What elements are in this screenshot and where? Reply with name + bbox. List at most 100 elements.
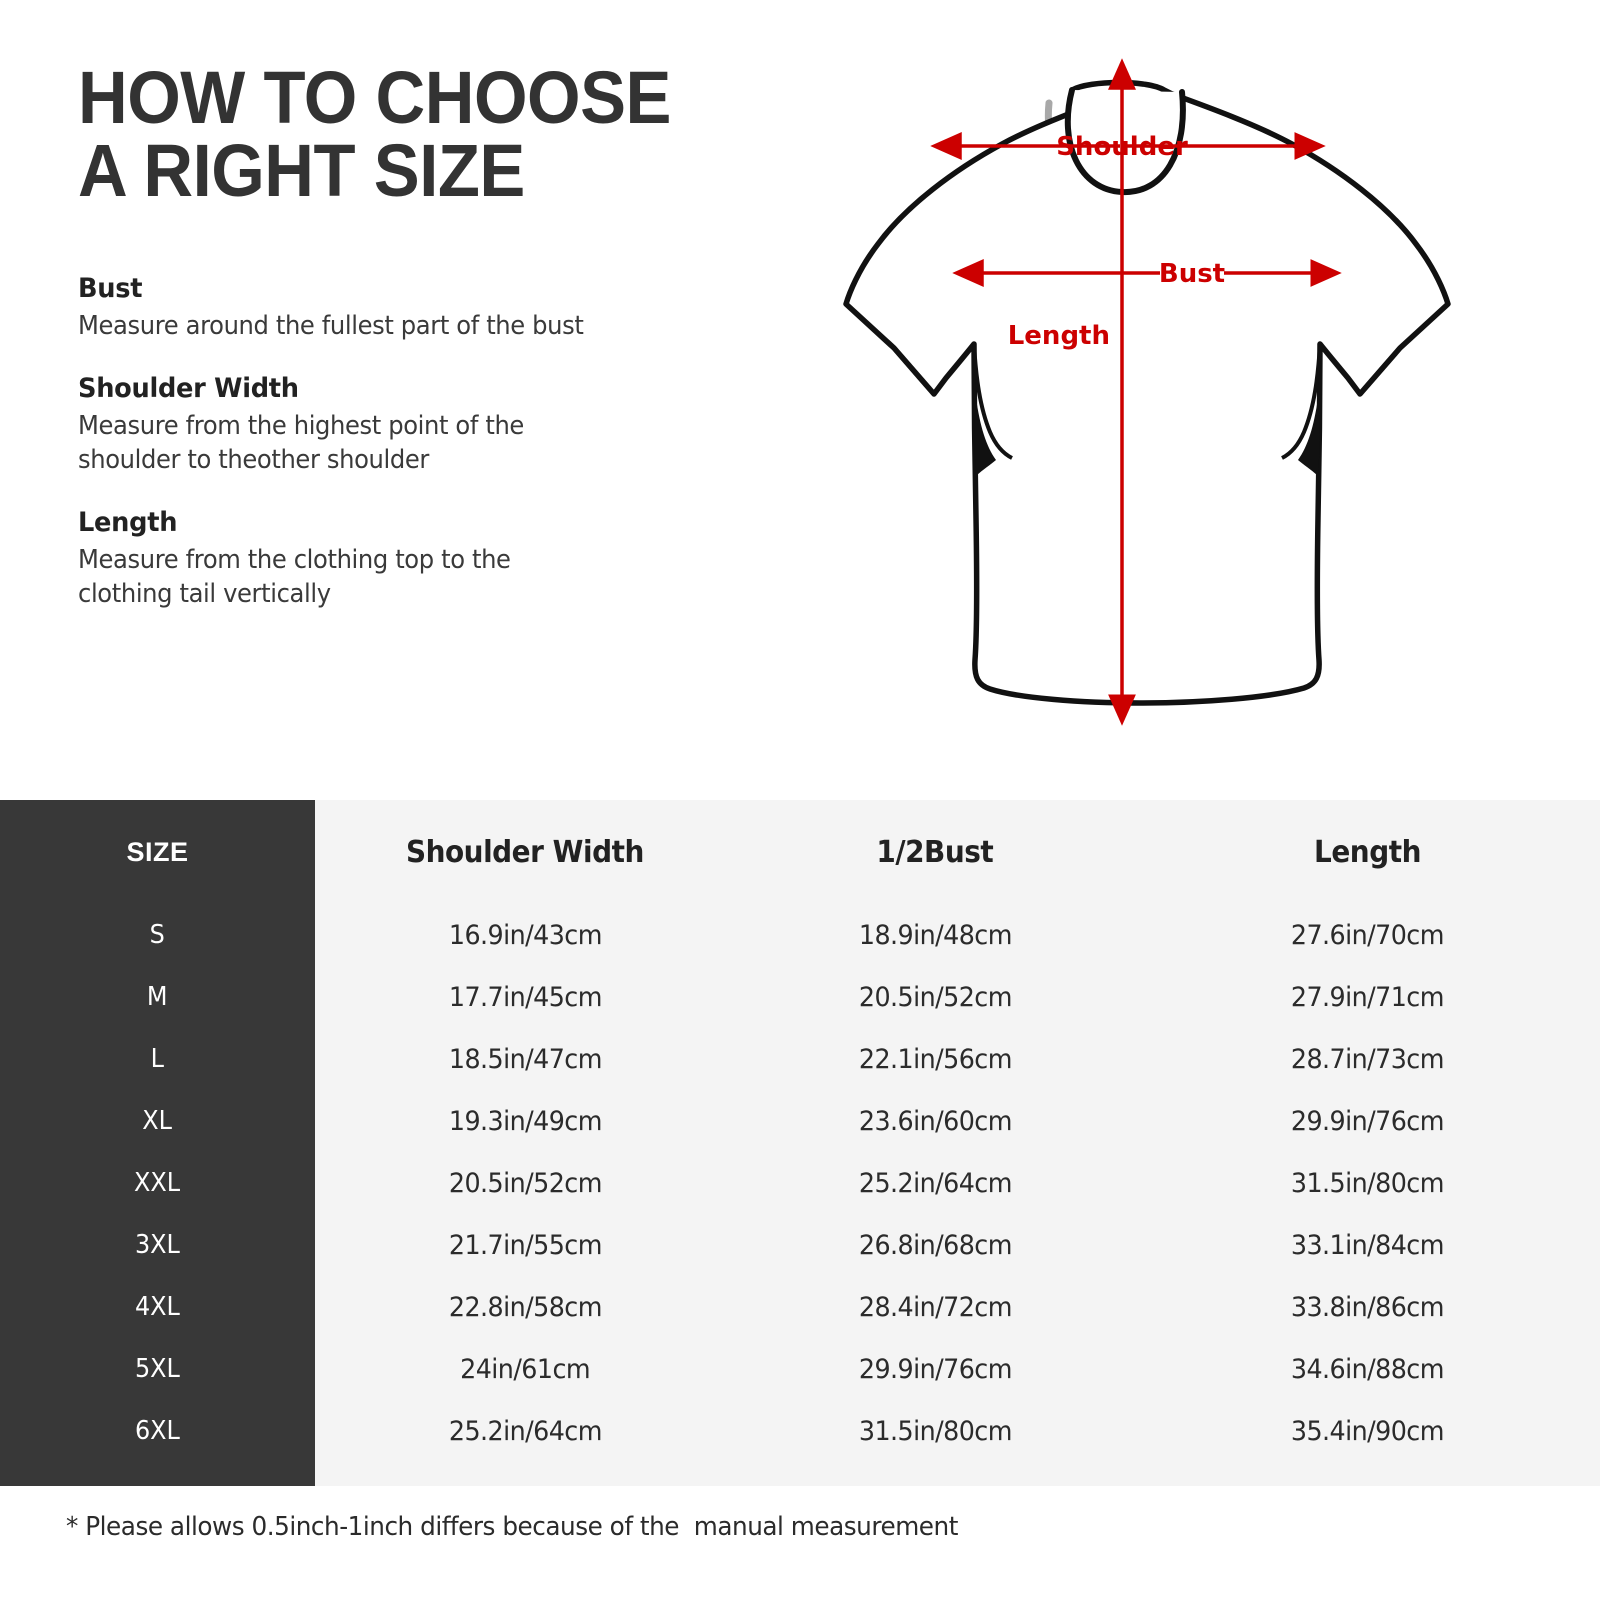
- shoulder-width-value: 17.7in/45cm: [448, 981, 603, 1013]
- cell-size: XXL: [0, 1152, 315, 1214]
- cell-half-bust: 18.9in/48cm: [735, 904, 1135, 966]
- cell-half-bust: 22.1in/56cm: [735, 1028, 1135, 1090]
- header-label-size: SIZE: [126, 836, 189, 867]
- shoulder-width-value: 20.5in/52cm: [448, 1167, 603, 1199]
- cell-size: M: [0, 966, 315, 1028]
- measurement-term-length: Length: [78, 507, 178, 539]
- size-label: 4XL: [135, 1292, 180, 1322]
- size-label: XL: [142, 1106, 173, 1136]
- cell-shoulder-width: 24in/61cm: [315, 1338, 735, 1400]
- shoulder-width-value: 18.5in/47cm: [448, 1043, 603, 1075]
- cell-shoulder-width: 20.5in/52cm: [315, 1152, 735, 1214]
- length-label: Length: [1008, 321, 1110, 351]
- cell-shoulder-width: 21.7in/55cm: [315, 1214, 735, 1276]
- guide-column: HOW TO CHOOSE A RIGHT SIZE Bust Measure …: [78, 56, 778, 641]
- shoulder-width-value: 24in/61cm: [460, 1353, 590, 1385]
- length-value: 33.1in/84cm: [1291, 1229, 1445, 1261]
- table-row: XL 19.3in/49cm 23.6in/60cm 29.9in/76cm: [0, 1090, 1600, 1152]
- cell-length: 35.4in/90cm: [1135, 1400, 1600, 1462]
- size-label: 3XL: [135, 1230, 180, 1260]
- table-row: S 16.9in/43cm 18.9in/48cm 27.6in/70cm: [0, 904, 1600, 966]
- table-row: 4XL 22.8in/58cm 28.4in/72cm 33.8in/86cm: [0, 1276, 1600, 1338]
- cell-shoulder-width: 17.7in/45cm: [315, 966, 735, 1028]
- size-label: S: [149, 920, 166, 950]
- cell-length: 34.6in/88cm: [1135, 1338, 1600, 1400]
- cell-size: 3XL: [0, 1214, 315, 1276]
- tshirt-diagram: Shoulder Bust Length: [800, 48, 1520, 748]
- length-value: 35.4in/90cm: [1291, 1415, 1445, 1447]
- table-row: 6XL 25.2in/64cm 31.5in/80cm 35.4in/90cm: [0, 1400, 1600, 1462]
- cell-size: XL: [0, 1090, 315, 1152]
- table-row: M 17.7in/45cm 20.5in/52cm 27.9in/71cm: [0, 966, 1600, 1028]
- cell-half-bust: 20.5in/52cm: [735, 966, 1135, 1028]
- size-label: M: [147, 982, 168, 1012]
- cell-shoulder-width: 22.8in/58cm: [315, 1276, 735, 1338]
- shoulder-width-value: 22.8in/58cm: [448, 1291, 603, 1323]
- cell-size: 4XL: [0, 1276, 315, 1338]
- shoulder-width-value: 25.2in/64cm: [448, 1415, 603, 1447]
- cell-shoulder-width: 25.2in/64cm: [315, 1400, 735, 1462]
- size-table-grid: SIZE Shoulder Width 1/2Bust Length S 16.…: [0, 800, 1600, 1462]
- measurement-guide-list: Bust Measure around the fullest part of …: [78, 273, 778, 611]
- header-label-half-bust: 1/2Bust: [876, 834, 994, 870]
- measurement-item-shoulder-width: Shoulder Width Measure from the highest …: [78, 373, 778, 477]
- shoulder-width-value: 19.3in/49cm: [448, 1105, 603, 1137]
- cell-half-bust: 25.2in/64cm: [735, 1152, 1135, 1214]
- shoulder-width-value: 21.7in/55cm: [448, 1229, 603, 1261]
- cell-size: L: [0, 1028, 315, 1090]
- half-bust-value: 18.9in/48cm: [858, 919, 1013, 951]
- measurement-term-bust: Bust: [78, 273, 143, 305]
- measurement-description-shoulder-width: Measure from the highest point of the sh…: [78, 411, 524, 475]
- table-row: 5XL 24in/61cm 29.9in/76cm 34.6in/88cm: [0, 1338, 1600, 1400]
- cell-shoulder-width: 16.9in/43cm: [315, 904, 735, 966]
- measurement-term-shoulder-width: Shoulder Width: [78, 373, 299, 405]
- header-label-length: Length: [1314, 834, 1421, 870]
- size-column-background: [0, 800, 315, 1486]
- size-chart-table: SIZE Shoulder Width 1/2Bust Length S 16.…: [0, 800, 1600, 1486]
- size-label: L: [150, 1044, 165, 1074]
- half-bust-value: 23.6in/60cm: [858, 1105, 1013, 1137]
- measurement-description-length: Measure from the clothing top to the clo…: [78, 545, 511, 609]
- measurement-item-length: Length Measure from the clothing top to …: [78, 507, 778, 611]
- page-title: HOW TO CHOOSE A RIGHT SIZE: [78, 56, 671, 212]
- measurement-item-bust: Bust Measure around the fullest part of …: [78, 273, 778, 343]
- cell-length: 28.7in/73cm: [1135, 1028, 1600, 1090]
- length-value: 33.8in/86cm: [1291, 1291, 1445, 1323]
- cell-shoulder-width: 19.3in/49cm: [315, 1090, 735, 1152]
- cell-shoulder-width: 18.5in/47cm: [315, 1028, 735, 1090]
- measurement-description-bust: Measure around the fullest part of the b…: [78, 311, 584, 342]
- header-cell-length: Length: [1135, 800, 1600, 904]
- shoulder-label: Shoulder: [1056, 132, 1188, 162]
- top-section: HOW TO CHOOSE A RIGHT SIZE Bust Measure …: [78, 48, 1520, 748]
- half-bust-value: 29.9in/76cm: [858, 1353, 1013, 1385]
- cell-length: 29.9in/76cm: [1135, 1090, 1600, 1152]
- bust-label: Bust: [1159, 259, 1225, 289]
- half-bust-value: 26.8in/68cm: [858, 1229, 1013, 1261]
- size-label: 6XL: [135, 1416, 180, 1446]
- cell-length: 31.5in/80cm: [1135, 1152, 1600, 1214]
- measurement-disclaimer: * Please allows 0.5inch-1inch differs be…: [66, 1512, 958, 1542]
- header-cell-half-bust: 1/2Bust: [735, 800, 1135, 904]
- cell-half-bust: 26.8in/68cm: [735, 1214, 1135, 1276]
- table-row: L 18.5in/47cm 22.1in/56cm 28.7in/73cm: [0, 1028, 1600, 1090]
- length-value: 27.9in/71cm: [1291, 981, 1445, 1013]
- size-label: XXL: [134, 1168, 181, 1198]
- cell-half-bust: 23.6in/60cm: [735, 1090, 1135, 1152]
- cell-half-bust: 28.4in/72cm: [735, 1276, 1135, 1338]
- cell-length: 33.8in/86cm: [1135, 1276, 1600, 1338]
- cell-length: 27.6in/70cm: [1135, 904, 1600, 966]
- length-value: 27.6in/70cm: [1291, 919, 1445, 951]
- table-header-row: SIZE Shoulder Width 1/2Bust Length: [0, 800, 1600, 904]
- half-bust-value: 22.1in/56cm: [858, 1043, 1013, 1075]
- tshirt-outline-shape: [843, 79, 1451, 706]
- length-value: 28.7in/73cm: [1291, 1043, 1445, 1075]
- header-label-shoulder-width: Shoulder Width: [406, 834, 644, 870]
- cell-size: S: [0, 904, 315, 966]
- table-row: 3XL 21.7in/55cm 26.8in/68cm 33.1in/84cm: [0, 1214, 1600, 1276]
- tshirt-illustration: Shoulder Bust Length: [843, 58, 1451, 726]
- header-cell-size: SIZE: [0, 800, 315, 904]
- length-value: 34.6in/88cm: [1291, 1353, 1445, 1385]
- length-value: 29.9in/76cm: [1291, 1105, 1445, 1137]
- size-label: 5XL: [135, 1354, 180, 1384]
- dimension-lines: [930, 58, 1342, 726]
